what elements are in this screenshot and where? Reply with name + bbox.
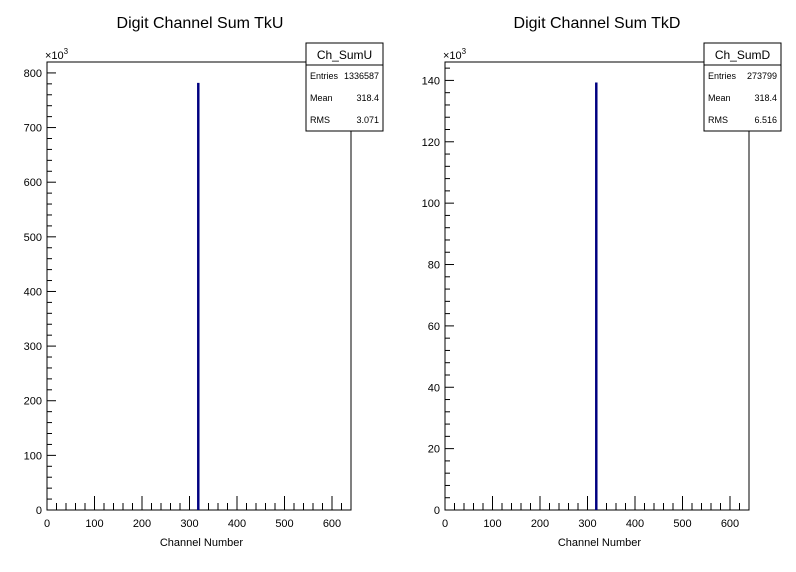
y-axis-multiplier: ×103 [45, 47, 69, 62]
y-tick-label: 500 [24, 232, 42, 244]
stats-row-label: Entries [708, 71, 737, 81]
y-tick-label: 120 [422, 137, 440, 149]
y-tick-label: 300 [24, 341, 42, 353]
y-axis-multiplier-exponent: 3 [462, 47, 467, 56]
y-tick-label: 100 [24, 450, 42, 462]
x-tick-label: 500 [673, 518, 691, 530]
stats-box-name: Ch_SumD [715, 48, 771, 62]
pad-right: Digit Channel Sum TkD 0 20 40 60 80 100 120 140 ×… [422, 15, 782, 549]
stats-box-name: Ch_SumU [317, 48, 372, 62]
stats-row-label: RMS [708, 115, 728, 125]
y-tick-label: 200 [24, 396, 42, 408]
stats-row-value: 6.516 [754, 115, 777, 125]
stats-row-value: 3.071 [356, 115, 379, 125]
x-tick-label: 600 [721, 518, 739, 530]
stats-row-value: 1336587 [344, 71, 379, 81]
y-tick-label: 40 [428, 382, 440, 394]
x-tick-label: 0 [442, 518, 448, 530]
y-tick-label: 0 [36, 505, 42, 517]
x-tick-label: 100 [85, 518, 103, 530]
chart-title: Digit Channel Sum TkD [514, 15, 681, 32]
y-axis-multiplier: ×103 [443, 47, 467, 62]
x-tick-label: 200 [531, 518, 549, 530]
x-tick-label: 300 [180, 518, 198, 530]
y-tick-label: 600 [24, 177, 42, 189]
x-tick-label: 0 [44, 518, 50, 530]
x-tick-label: 400 [228, 518, 246, 530]
stats-row-label: Entries [310, 71, 339, 81]
y-tick-label: 20 [428, 444, 440, 456]
y-tick-label: 60 [428, 321, 440, 333]
y-axis-multiplier-base: ×10 [443, 50, 462, 62]
x-tick-label: 500 [275, 518, 293, 530]
y-tick-label: 800 [24, 68, 42, 80]
stats-row-label: RMS [310, 115, 330, 125]
y-tick-label: 400 [24, 286, 42, 298]
x-tick-label: 200 [133, 518, 151, 530]
x-tick-label: 300 [578, 518, 596, 530]
x-tick-label: 600 [323, 518, 341, 530]
stats-row-label: Mean [708, 93, 731, 103]
y-tick-label: 0 [434, 505, 440, 517]
stats-box: Ch_SumU Entries 1336587 Mean 318.4 RMS 3.071 [305, 42, 384, 132]
y-tick-label: 700 [24, 123, 42, 135]
y-axis-multiplier-exponent: 3 [64, 47, 69, 56]
stats-row-value: 273799 [747, 71, 777, 81]
y-tick-label: 80 [428, 260, 440, 272]
stats-box: Ch_SumD Entries 273799 Mean 318.4 RMS 6.516 [703, 42, 782, 132]
pad-left: Digit Channel Sum TkU 0 100 200 300 400 500 600… [24, 15, 384, 549]
x-tick-label: 400 [626, 518, 644, 530]
stats-box-frame [305, 42, 384, 132]
y-tick-label: 140 [422, 75, 440, 87]
stats-row-value: 318.4 [356, 93, 379, 103]
x-axis-label: Channel Number [558, 537, 641, 549]
x-tick-label: 100 [483, 518, 501, 530]
stats-box-frame [703, 42, 782, 132]
y-tick-label: 100 [422, 198, 440, 210]
x-axis-label: Channel Number [160, 537, 243, 549]
chart-title: Digit Channel Sum TkU [117, 15, 284, 32]
stats-row-value: 318.4 [754, 93, 777, 103]
stats-row-label: Mean [310, 93, 333, 103]
y-axis-multiplier-base: ×10 [45, 50, 64, 62]
